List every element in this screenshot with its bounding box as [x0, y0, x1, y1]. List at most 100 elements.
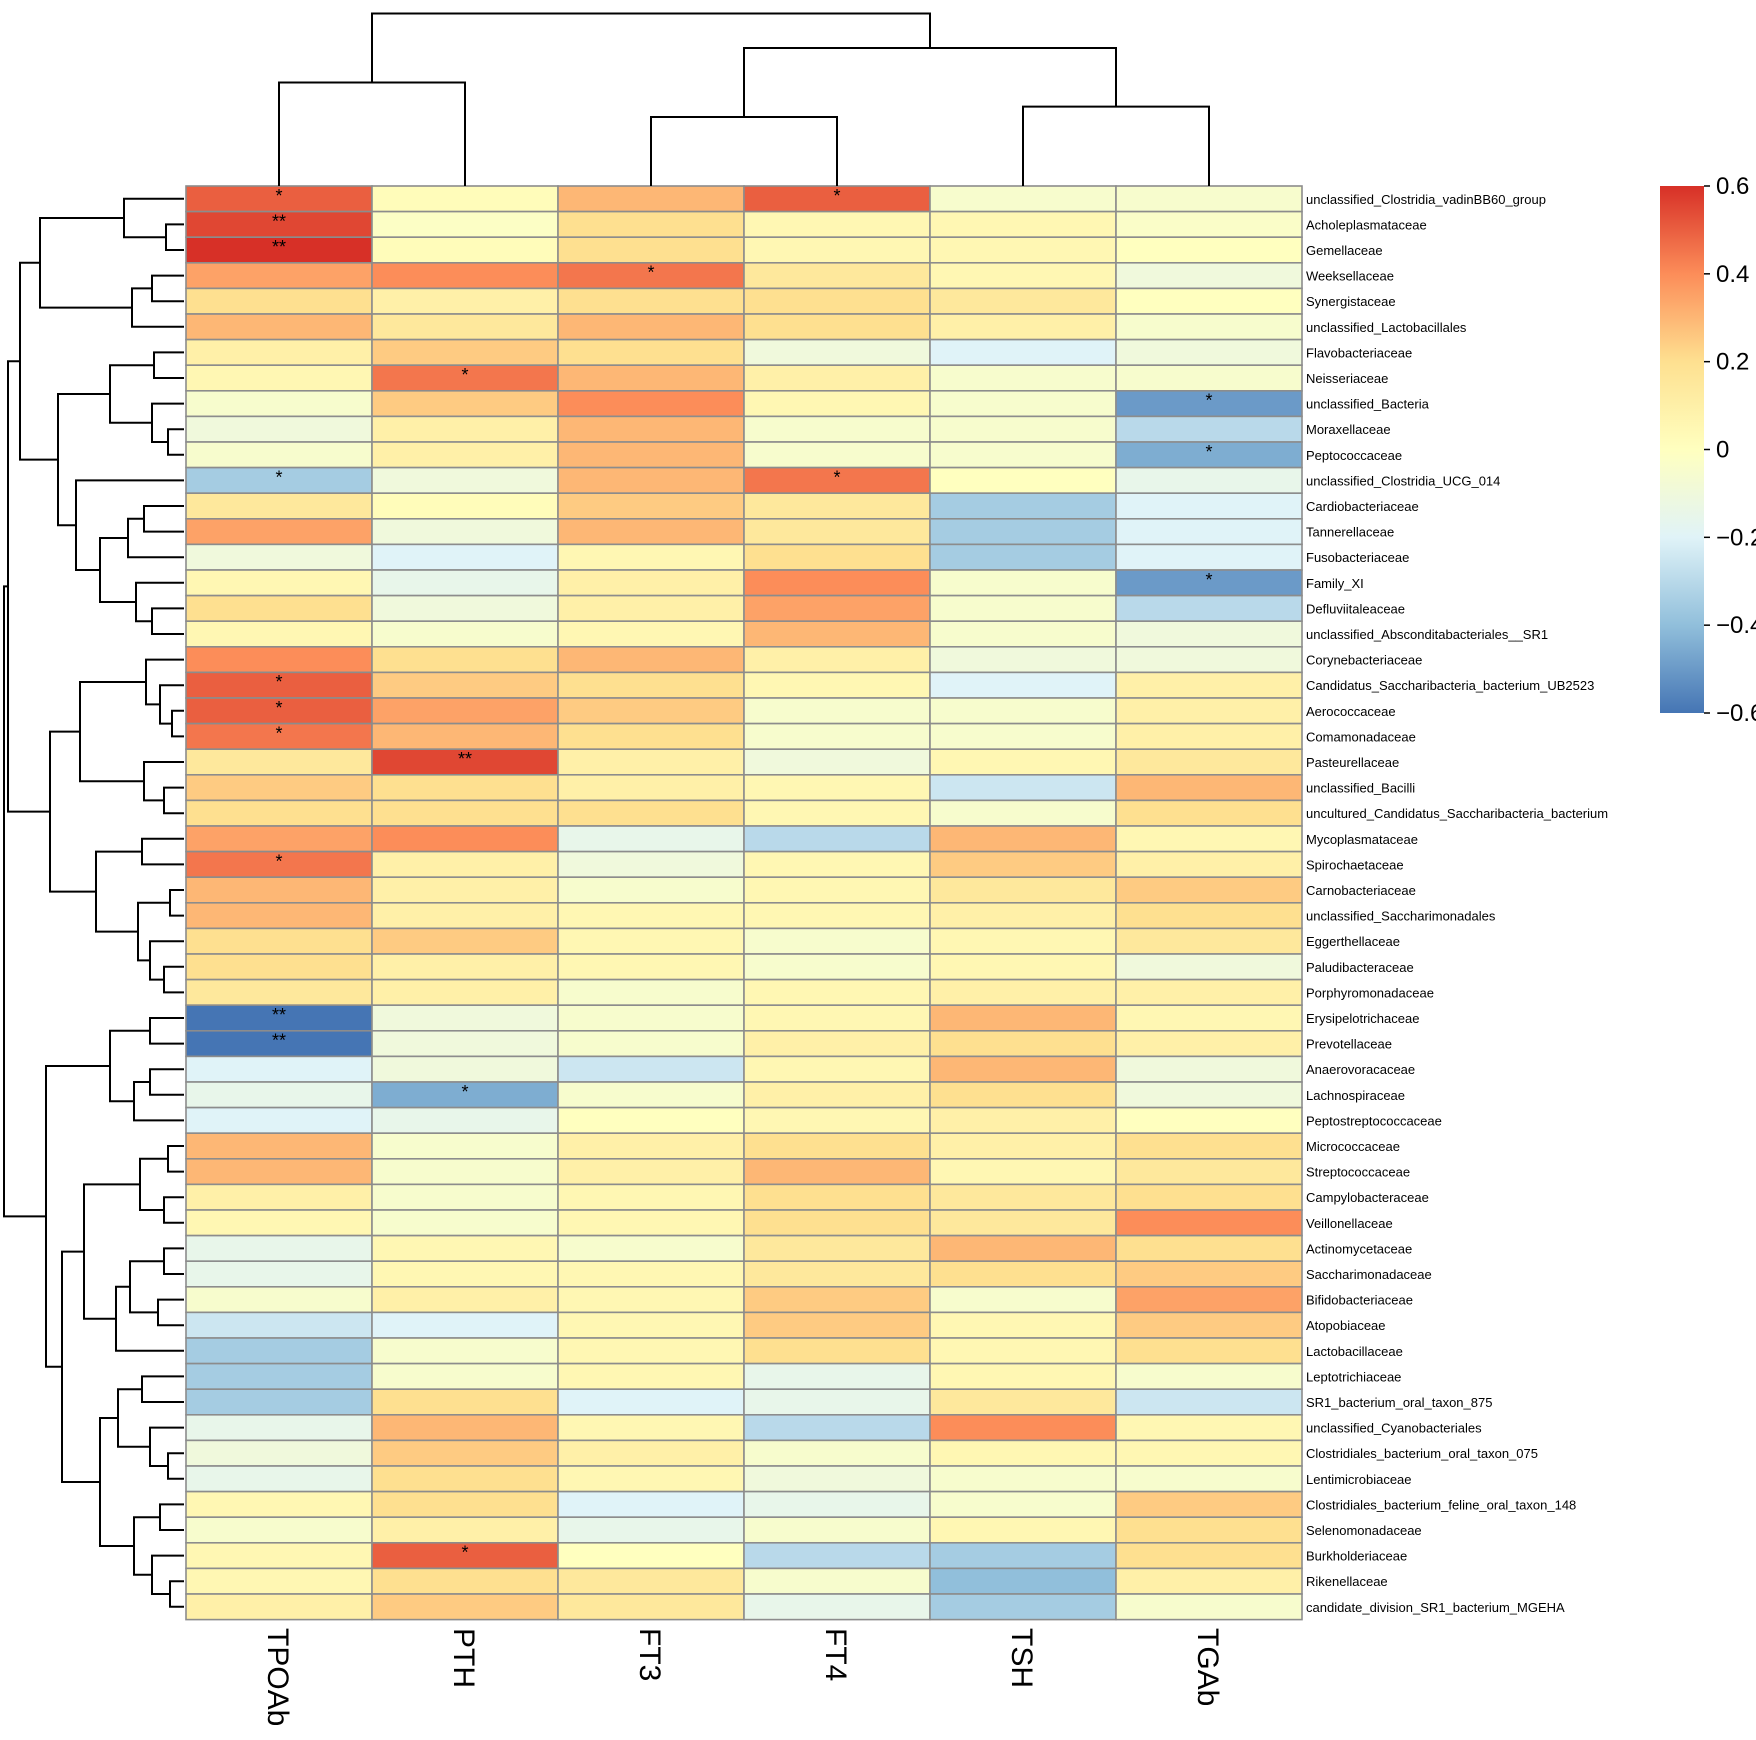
dendrogram-branch [171, 709, 184, 738]
heatmap-cell [929, 492, 1117, 520]
heatmap-cell [371, 364, 559, 392]
heatmap-cell [371, 594, 559, 622]
heatmap-cell [185, 1158, 373, 1186]
heatmap-cell [743, 1260, 931, 1288]
legend-tick-label: −0.6 [1716, 700, 1756, 727]
heatmap-cell [185, 799, 373, 827]
heatmap-cell [185, 313, 373, 341]
heatmap-cell [557, 1362, 745, 1390]
heatmap-cell [743, 1030, 931, 1058]
heatmap-cell [743, 466, 931, 495]
heatmap-cell [557, 1030, 745, 1058]
row-label: Weeksellaceae [1306, 269, 1394, 284]
dendrogram-branch [109, 364, 154, 424]
significance-star: ** [272, 211, 286, 231]
heatmap-cell [743, 1183, 931, 1211]
heatmap-cell [743, 876, 931, 904]
heatmap-cell [929, 1362, 1117, 1390]
heatmap-cell [185, 1388, 373, 1416]
row-label: Selenomonadaceae [1306, 1523, 1422, 1538]
heatmap-cell [371, 287, 559, 315]
heatmap-cell [557, 1542, 745, 1570]
dendrogram-branch [149, 940, 184, 981]
heatmap-cell [185, 901, 373, 930]
heatmap-cell [557, 876, 745, 904]
significance-star: * [1205, 391, 1212, 411]
column-label: TSH [1005, 1628, 1038, 1688]
heatmap-cell [743, 441, 931, 469]
heatmap-cell [185, 1567, 373, 1595]
heatmap-cell [1115, 953, 1303, 981]
heatmap-cell [371, 1081, 559, 1109]
heatmap-cell [929, 645, 1117, 674]
dendrogram-branch [163, 1196, 184, 1224]
significance-star: * [461, 1543, 468, 1563]
heatmap-cell [371, 338, 559, 367]
dendrogram-branch [61, 1250, 100, 1483]
heatmap-cell [743, 1388, 931, 1416]
heatmap-cell [557, 287, 745, 315]
heatmap-cell [185, 825, 373, 853]
heatmap-cell [1115, 1132, 1303, 1160]
heatmap-cell [1115, 517, 1303, 546]
column-label: FT3 [633, 1628, 666, 1681]
row-label: Paludibacteraceae [1306, 960, 1414, 975]
heatmap-cell [371, 210, 559, 239]
row-label: Peptostreptococcaceae [1306, 1113, 1442, 1128]
heatmap-cell [371, 261, 559, 290]
dendrogram-branch [45, 1065, 110, 1368]
heatmap-cell [929, 287, 1117, 315]
heatmap-cell [929, 799, 1117, 827]
heatmap-cell [371, 1362, 559, 1390]
heatmap-cell [185, 338, 373, 367]
heatmap-cell [557, 1055, 745, 1083]
heatmap-cell [185, 415, 373, 443]
dendrogram-branch [167, 1145, 184, 1173]
heatmap-cell [557, 415, 745, 443]
heatmap-cell [557, 1414, 745, 1442]
significance-star: * [647, 263, 654, 283]
heatmap-cell [929, 569, 1117, 597]
significance-star: * [275, 851, 282, 871]
row-label: Flavobacteriaceae [1306, 345, 1412, 360]
heatmap-cell [929, 415, 1117, 443]
heatmap-cell [1115, 1388, 1303, 1416]
heatmap-cell [743, 978, 931, 1006]
heatmap-cell [557, 1132, 745, 1160]
heatmap-cell [1115, 594, 1303, 622]
heatmap-cell [371, 1490, 559, 1518]
heatmap-cell [185, 1593, 373, 1621]
heatmap-cell [929, 1158, 1117, 1186]
heatmap-cell [743, 517, 931, 546]
heatmap-cell [557, 1158, 745, 1186]
heatmap-cell [743, 1414, 931, 1442]
row-label: Burkholderiaceae [1306, 1549, 1407, 1564]
heatmap-cell [929, 978, 1117, 1006]
heatmap-cell [557, 1004, 745, 1032]
heatmap-cell [185, 620, 373, 648]
row-label: Saccharimonadaceae [1306, 1267, 1432, 1282]
dendrogram-branch [371, 12, 931, 83]
heatmap-cell [185, 1286, 373, 1314]
heatmap-cell [185, 389, 373, 418]
legend-tick-label: 0.2 [1716, 349, 1749, 376]
heatmap-cell [185, 876, 373, 904]
heatmap-cell [185, 1004, 373, 1032]
row-label: Cardiobacteriaceae [1306, 499, 1419, 514]
heatmap-cell [371, 1337, 559, 1365]
heatmap-cells [185, 185, 1303, 1621]
dendrogram-branch [137, 901, 170, 962]
heatmap-cell [185, 185, 373, 213]
heatmap-cell [929, 1567, 1117, 1595]
heatmap-cell [929, 1132, 1117, 1160]
column-label: PTH [447, 1628, 480, 1688]
heatmap-cell [929, 441, 1117, 469]
legend-tick-label: 0.6 [1716, 173, 1749, 200]
heatmap-cell [1115, 671, 1303, 699]
heatmap-cell [743, 850, 931, 878]
heatmap-cell [929, 1209, 1117, 1237]
heatmap-cell [929, 671, 1117, 699]
heatmap-cell [1115, 799, 1303, 827]
row-label: Lachnospiraceae [1306, 1088, 1405, 1103]
